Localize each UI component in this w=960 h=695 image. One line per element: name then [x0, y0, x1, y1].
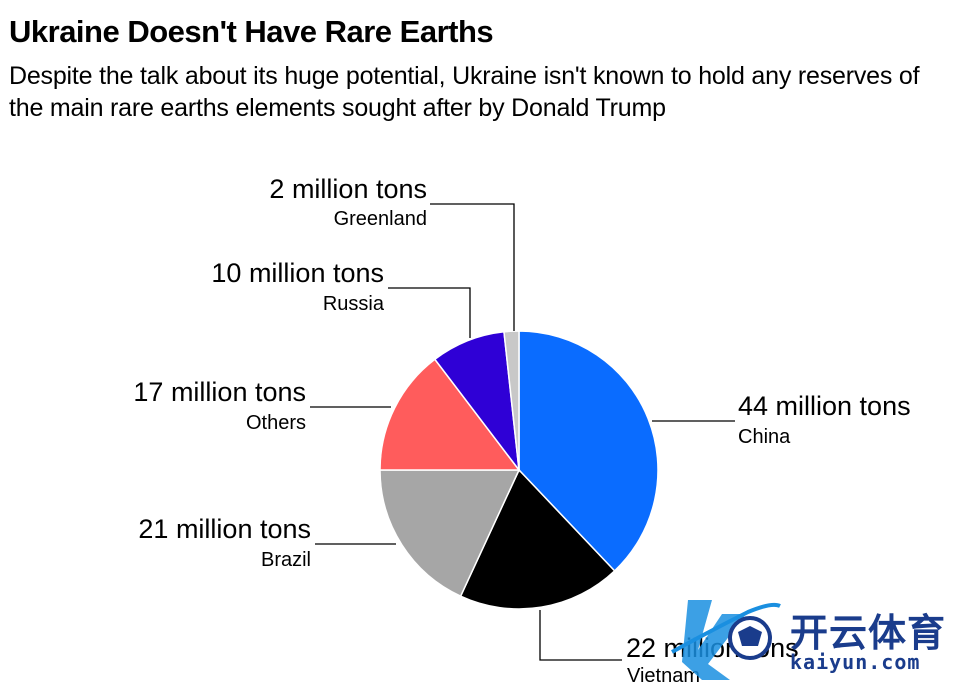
chart-subtitle: Despite the talk about its huge potentia…	[9, 62, 920, 122]
chart-title: Ukraine Doesn't Have Rare Earths	[9, 14, 494, 49]
pie-slice-greenland	[503, 330, 520, 471]
pie-slice-brazil	[379, 469, 521, 598]
value-label-greenland: 2 million tons	[269, 174, 427, 204]
category-label-brazil: Brazil	[261, 549, 311, 571]
category-label-others: Others	[246, 412, 306, 434]
leader-lines	[310, 203, 735, 661]
watermark-text-url: kaiyun.com	[790, 650, 921, 674]
category-label-russia: Russia	[323, 293, 385, 315]
kaiyun-logo-icon	[671, 600, 781, 680]
leader-line-greenland	[430, 203, 515, 331]
leader-line-vietnam	[539, 610, 622, 661]
value-label-brazil: 21 million tons	[138, 514, 311, 544]
pie-slice-others	[379, 358, 521, 471]
watermark-text-cn: 开云体育	[790, 611, 947, 655]
pie-slices	[379, 330, 659, 610]
pie-slice-china	[518, 330, 659, 572]
value-label-others: 17 million tons	[133, 377, 306, 407]
value-label-russia: 10 million tons	[211, 258, 384, 288]
value-label-china: 44 million tons	[738, 391, 911, 421]
category-label-greenland: Greenland	[334, 208, 427, 230]
leader-line-russia	[388, 287, 471, 338]
pie-slice-vietnam	[459, 468, 616, 610]
category-label-vietnam: Vietnam	[627, 665, 700, 687]
category-label-china: China	[738, 426, 791, 448]
